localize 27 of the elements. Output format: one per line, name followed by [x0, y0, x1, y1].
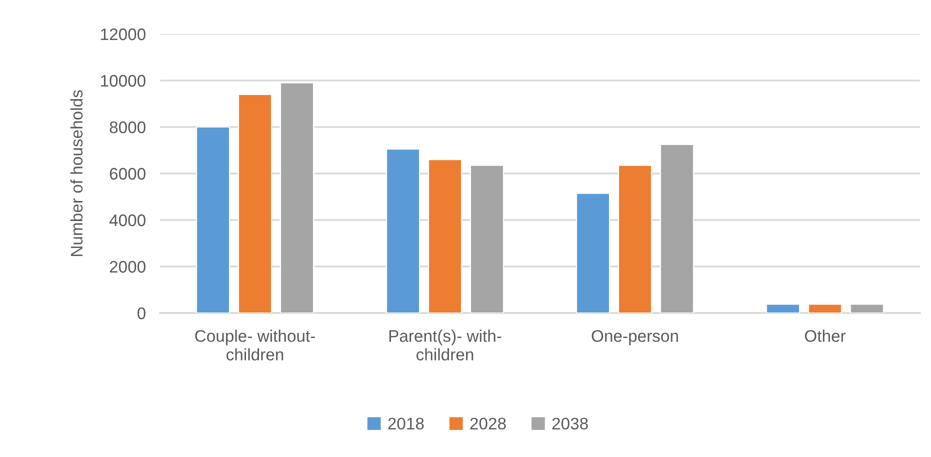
- y-tick-label: 6000: [110, 168, 146, 180]
- y-tick-label: 12000: [101, 28, 146, 40]
- y-tick-label: 0: [137, 307, 146, 320]
- y-tick-label: 10000: [101, 74, 146, 87]
- bar: [618, 164, 652, 313]
- bar: [428, 158, 462, 313]
- bar: [766, 304, 800, 313]
- y-tick-label: 8000: [110, 121, 146, 134]
- y-tick-label: 4000: [109, 214, 146, 226]
- legend-label: 2038: [552, 418, 588, 430]
- bar: [470, 164, 504, 313]
- y-axis-title: Number of households: [70, 90, 83, 256]
- bar: [850, 304, 884, 313]
- legend-label: 2028: [470, 418, 506, 430]
- bar: [196, 126, 230, 313]
- legend-label: 2018: [388, 418, 424, 430]
- bar: [280, 82, 314, 313]
- x-tick-label: One-person: [592, 330, 678, 346]
- bar: [386, 148, 420, 313]
- bar: [808, 304, 842, 313]
- x-tick-label: Couple- without- children: [195, 330, 315, 360]
- y-tick-label: 2000: [110, 260, 146, 273]
- bar: [576, 192, 610, 313]
- x-tick-label: Other: [804, 330, 846, 342]
- bar: [660, 144, 694, 313]
- bar: [238, 94, 272, 313]
- x-tick-label: Parent(s)- with- children: [389, 330, 502, 360]
